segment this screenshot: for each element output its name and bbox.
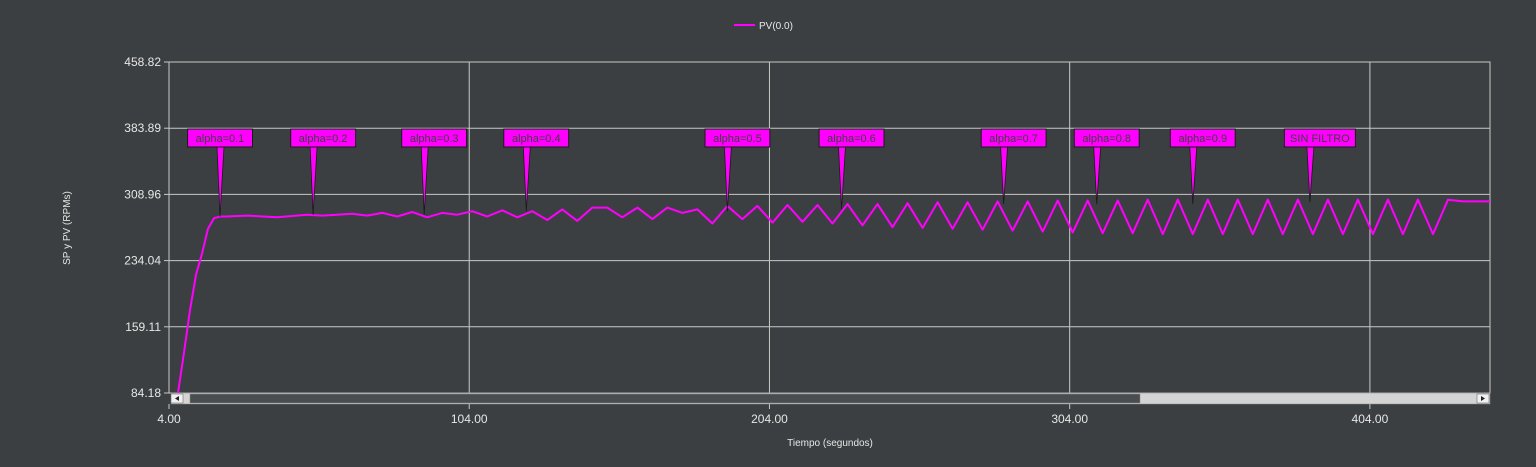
- annotation-box: [980, 128, 1047, 148]
- grid: [168, 61, 1490, 394]
- annotation-callout: alpha=0.2: [290, 128, 357, 215]
- annotation-label: alpha=0.7: [989, 133, 1038, 145]
- annotation-box: [290, 128, 357, 148]
- annotation-box: [503, 128, 570, 148]
- chevron-left-icon: [175, 396, 179, 401]
- annotation-pointer: [723, 146, 732, 212]
- annotation-callout: alpha=0.4: [503, 128, 570, 212]
- annotation-box: [401, 128, 468, 148]
- annotation-pointer: [216, 146, 225, 217]
- annotation-label: SIN FILTRO: [1290, 133, 1350, 145]
- annotation-callout: alpha=0.6: [818, 128, 885, 210]
- annotation-pointer: [838, 146, 846, 210]
- annotation-label: alpha=0.3: [410, 133, 459, 145]
- y-tick-label: 234.04: [124, 254, 161, 268]
- y-tick-label: 159.11: [125, 320, 161, 334]
- annotation-pointer: [522, 146, 531, 212]
- annotation-callout: alpha=0.9: [1169, 128, 1236, 205]
- legend: PV(0.0): [734, 21, 793, 32]
- y-tick-label: 308.96: [124, 187, 161, 201]
- horizontal-scrollbar[interactable]: [170, 392, 1491, 405]
- annotations: alpha=0.1 alpha=0.2 alpha=0.3 alpha=0.4 alph…: [187, 128, 1356, 217]
- annotation-callout: alpha=0.8: [1073, 128, 1140, 205]
- annotation-label: alpha=0.2: [299, 133, 348, 145]
- annotation-label: alpha=0.1: [196, 133, 245, 145]
- annotation-callout: SIN FILTRO: [1283, 128, 1356, 203]
- x-tick-label: 4.00: [157, 412, 181, 426]
- x-tick-label: 404.00: [1352, 412, 1389, 426]
- chevron-right-icon: [1481, 396, 1485, 401]
- annotation-pointer: [309, 146, 318, 215]
- y-axis-title: SP y PV (RPMs): [62, 191, 73, 265]
- annotation-label: alpha=0.8: [1082, 133, 1131, 145]
- annotation-box: [1073, 128, 1140, 148]
- annotation-callout: alpha=0.3: [401, 128, 468, 215]
- annotation-callout: alpha=0.5: [704, 128, 771, 212]
- y-tick-label: 383.89: [124, 121, 161, 135]
- annotation-pointer: [1189, 146, 1198, 205]
- annotation-pointer: [1000, 146, 1009, 205]
- x-tick-label: 304.00: [1051, 412, 1088, 426]
- annotation-box: [704, 128, 771, 148]
- x-tick-label: 104.00: [451, 412, 488, 426]
- annotation-label: alpha=0.9: [1178, 133, 1227, 145]
- annotation-box: [187, 128, 254, 148]
- annotation-callout: alpha=0.7: [980, 128, 1047, 205]
- annotation-box: [1169, 128, 1236, 148]
- series-line-pv: [177, 198, 1490, 394]
- scrollbar-thumb[interactable]: [189, 393, 1141, 404]
- annotation-pointer: [420, 146, 429, 215]
- annotation-box: [818, 128, 885, 148]
- x-axis-ticks: 4.00 104.00 204.00 304.00 404.00: [157, 404, 1389, 426]
- annotation-callout: alpha=0.1: [187, 128, 254, 217]
- annotation-pointer: [1093, 146, 1102, 205]
- annotation-label: alpha=0.4: [512, 133, 561, 145]
- y-tick-label: 84.18: [131, 386, 161, 400]
- plot-area: [168, 61, 1491, 394]
- annotation-label: alpha=0.6: [827, 133, 876, 145]
- y-tick-label: 458.82: [124, 55, 161, 69]
- x-axis-title: Tiempo (segundos): [787, 438, 873, 449]
- y-axis-ticks: 84.18 159.11 234.04 308.96 383.89 458.82: [124, 55, 169, 400]
- annotation-box: [1283, 128, 1356, 148]
- x-tick-label: 204.00: [751, 412, 788, 426]
- annotation-label: alpha=0.5: [713, 133, 762, 145]
- legend-label: PV(0.0): [759, 21, 793, 32]
